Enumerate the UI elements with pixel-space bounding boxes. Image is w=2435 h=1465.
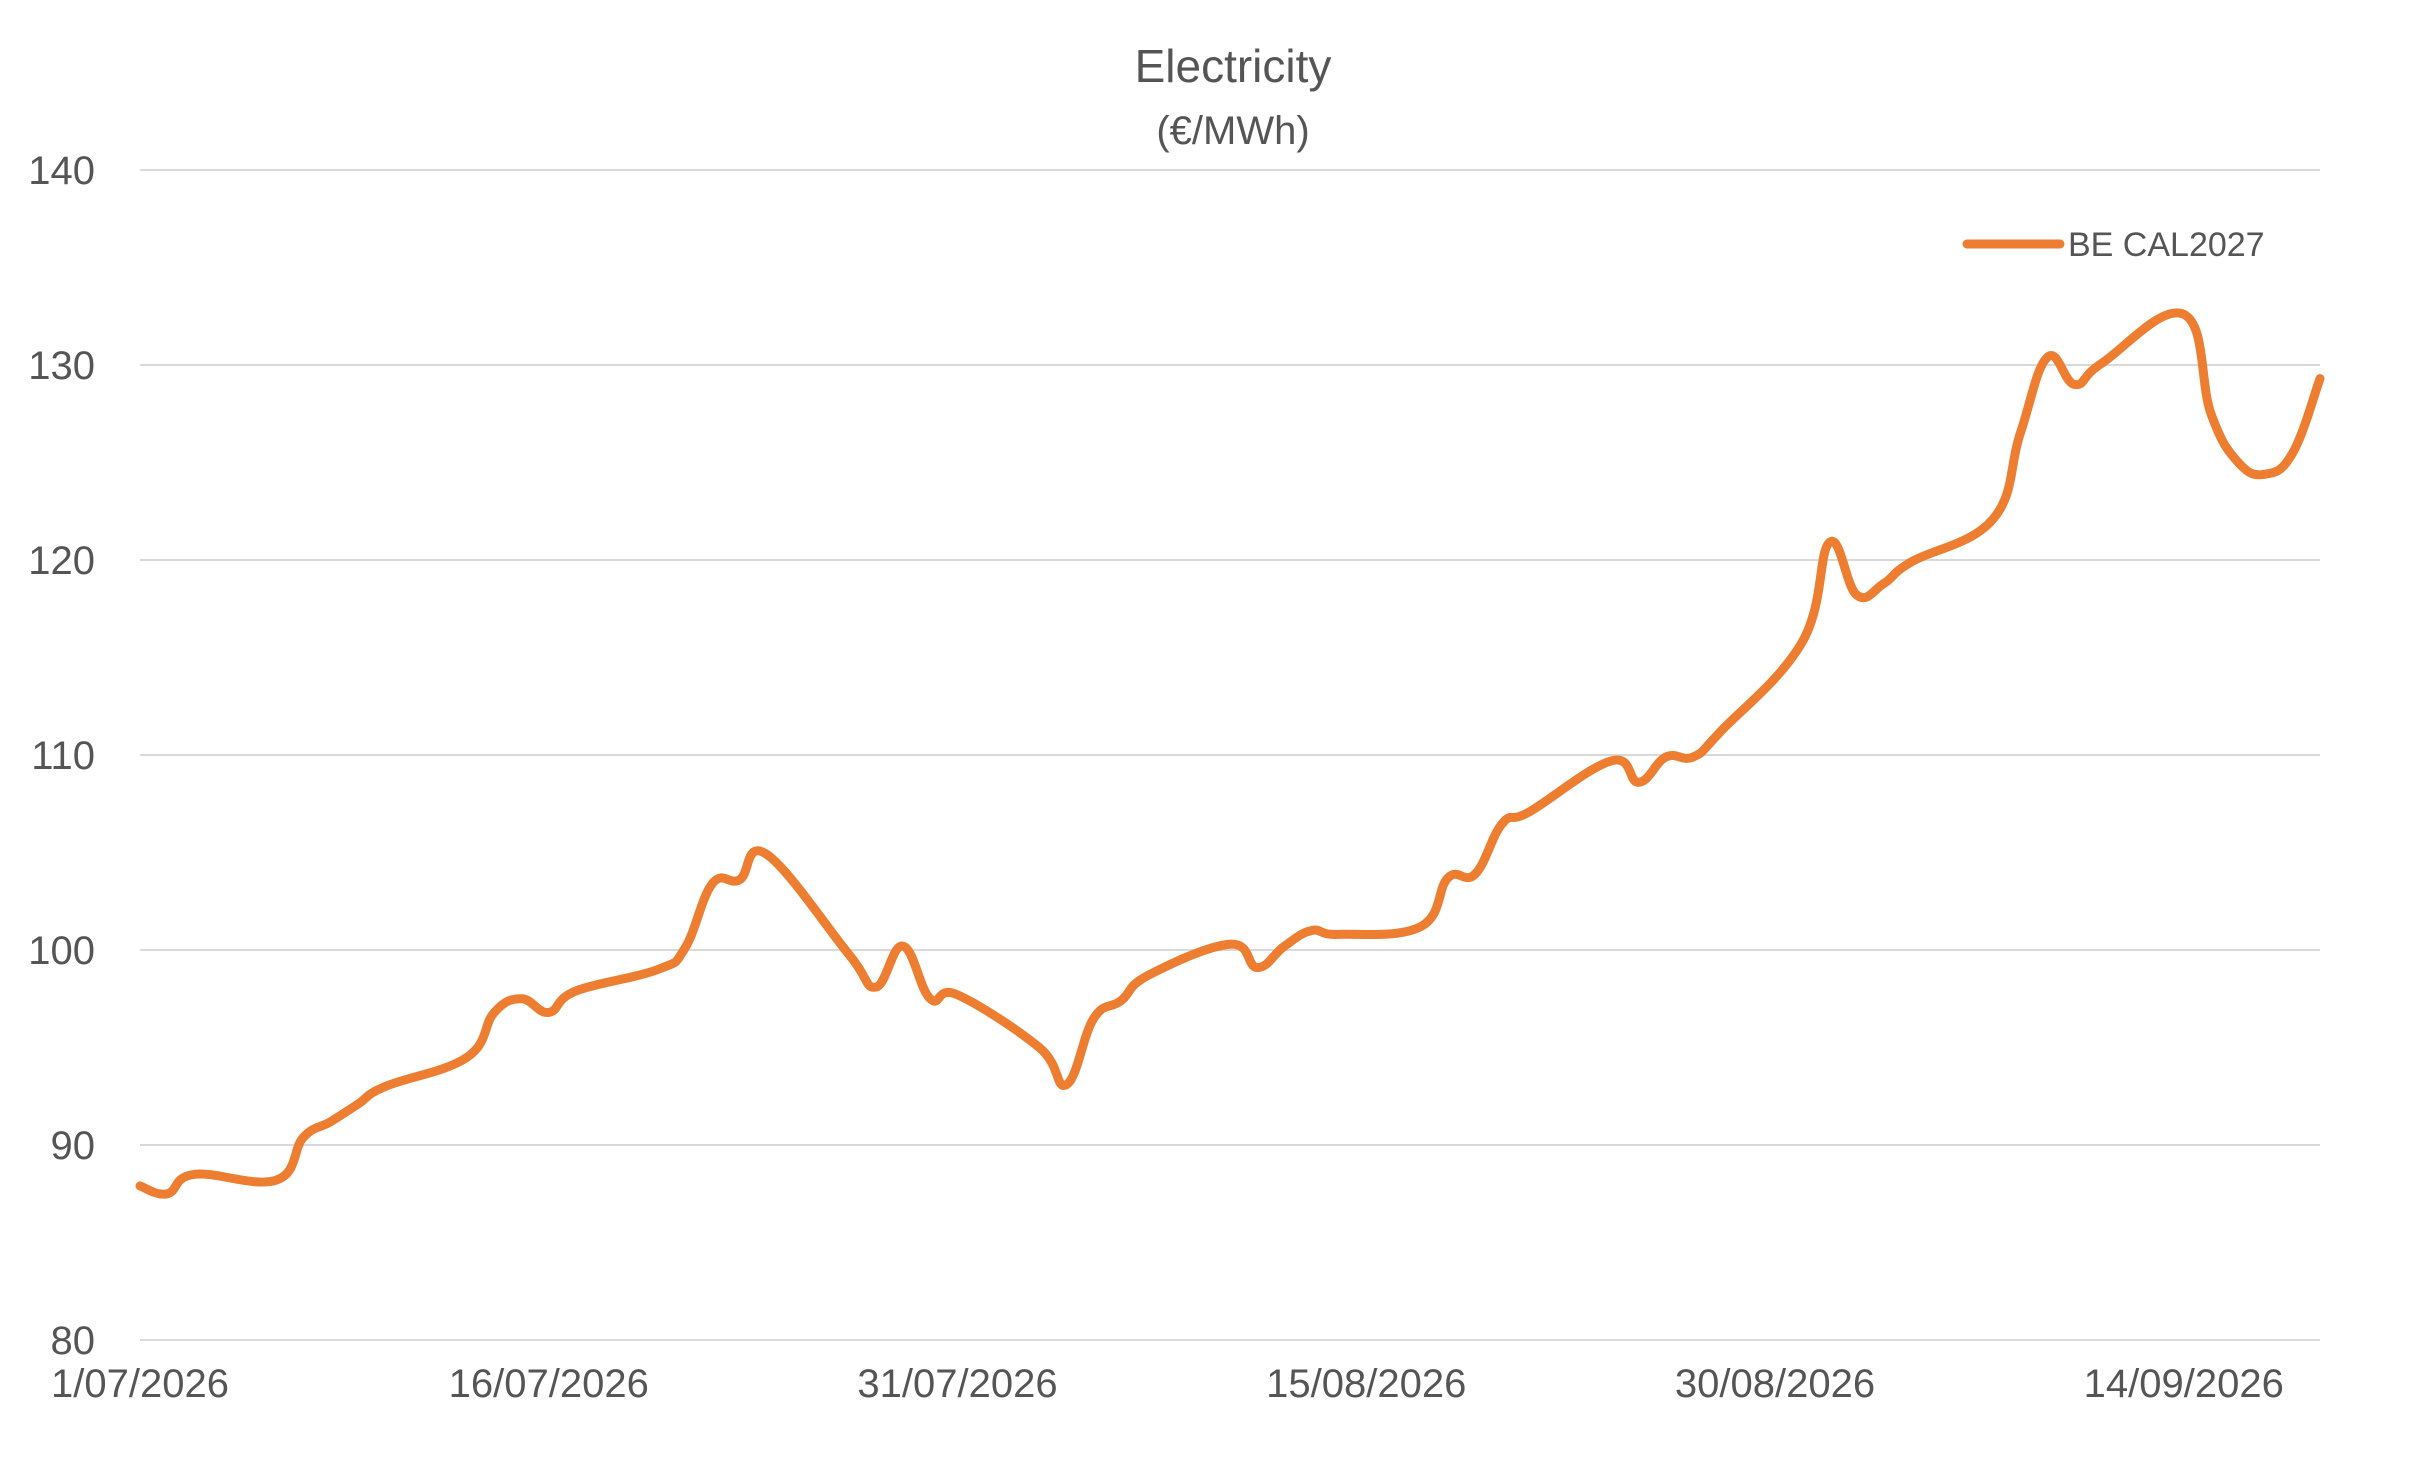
x-axis-tick-labels: 1/07/2026 16/07/2026 31/07/2026 15/08/2026 3… xyxy=(51,1362,2284,1406)
x-tick-label: 1/07/2026 xyxy=(51,1362,229,1406)
y-tick-label: 130 xyxy=(28,344,95,388)
series-line-be-cal2027 xyxy=(135,308,2325,1199)
grid xyxy=(140,169,2320,1341)
x-tick-label: 31/07/2026 xyxy=(857,1362,1057,1406)
legend-label-be-cal2027: BE CAL2027 xyxy=(2068,226,2265,264)
y-tick-label: 140 xyxy=(28,149,95,193)
y-axis-tick-labels: 80 90 100 110 120 130 140 xyxy=(28,149,95,1363)
legend: BE CAL2027 xyxy=(1962,226,2265,264)
chart-subtitle: (€/MWh) xyxy=(1156,109,1309,153)
series-layer xyxy=(135,308,2325,1199)
x-tick-label: 15/08/2026 xyxy=(1266,1362,1466,1406)
x-tick-label: 14/09/2026 xyxy=(2084,1362,2284,1406)
y-tick-label: 110 xyxy=(31,734,95,778)
x-tick-label: 16/07/2026 xyxy=(449,1362,649,1406)
y-tick-label: 120 xyxy=(28,539,95,583)
y-tick-label: 80 xyxy=(51,1319,96,1363)
x-tick-label: 30/08/2026 xyxy=(1675,1362,1875,1406)
y-tick-label: 90 xyxy=(51,1124,96,1168)
chart-title: Electricity xyxy=(1135,40,1332,92)
y-tick-label: 100 xyxy=(28,929,95,973)
